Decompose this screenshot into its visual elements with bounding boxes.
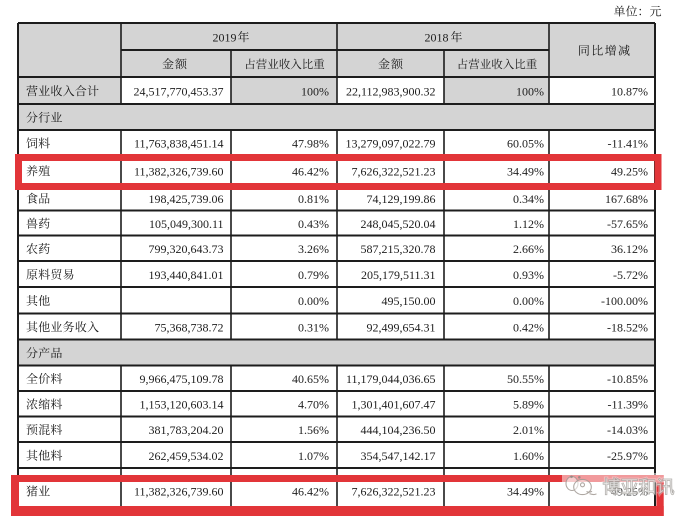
svg-text:193,440,841.01: 193,440,841.01 <box>149 268 224 282</box>
svg-text:0.42%: 0.42% <box>513 320 544 334</box>
svg-text:40.65%: 40.65% <box>292 372 329 386</box>
svg-text:587,215,320.78: 587,215,320.78 <box>361 242 436 256</box>
svg-text:75,368,738.72: 75,368,738.72 <box>155 320 224 334</box>
svg-text:2019: 2019 <box>213 30 237 44</box>
svg-text:4.70%: 4.70% <box>298 398 329 412</box>
svg-text:799,320,643.73: 799,320,643.73 <box>149 242 224 256</box>
svg-text:46.42%: 46.42% <box>292 485 329 499</box>
svg-text:0.00%: 0.00% <box>513 294 544 308</box>
svg-text:-5.72%: -5.72% <box>613 268 648 282</box>
svg-text:0.43%: 0.43% <box>298 217 329 231</box>
svg-text:7,626,322,521.23: 7,626,322,521.23 <box>352 485 436 499</box>
svg-text:36.12%: 36.12% <box>611 242 648 256</box>
svg-text:11,763,838,451.14: 11,763,838,451.14 <box>134 137 224 151</box>
svg-text:1.60%: 1.60% <box>513 449 544 463</box>
svg-text:262,459,534.02: 262,459,534.02 <box>149 449 224 463</box>
svg-text:34.49%: 34.49% <box>507 164 544 178</box>
svg-text:-25.97%: -25.97% <box>607 449 648 463</box>
svg-text:-57.65%: -57.65% <box>607 217 648 231</box>
svg-text:381,783,204.20: 381,783,204.20 <box>149 423 224 437</box>
svg-text:-11.39%: -11.39% <box>607 398 648 412</box>
svg-text:11,179,044,036.65: 11,179,044,036.65 <box>346 372 436 386</box>
svg-text:100%: 100% <box>301 84 329 98</box>
svg-text:1,301,401,607.47: 1,301,401,607.47 <box>352 398 436 412</box>
svg-text:0.34%: 0.34% <box>513 192 544 206</box>
svg-text:92,499,654.31: 92,499,654.31 <box>367 320 436 334</box>
svg-text:105,049,300.11: 105,049,300.11 <box>149 217 224 231</box>
svg-text:0.93%: 0.93% <box>513 268 544 282</box>
svg-text:46.42%: 46.42% <box>292 164 329 178</box>
svg-text:0.79%: 0.79% <box>298 268 329 282</box>
svg-text:0.00%: 0.00% <box>298 294 329 308</box>
svg-text:47.98%: 47.98% <box>292 137 329 151</box>
svg-text:11,382,326,739.60: 11,382,326,739.60 <box>134 485 224 499</box>
svg-text:0.81%: 0.81% <box>298 192 329 206</box>
svg-text:495,150.00: 495,150.00 <box>382 294 436 308</box>
svg-text:10.87%: 10.87% <box>611 84 648 98</box>
svg-text:1.12%: 1.12% <box>513 217 544 231</box>
svg-text:1.07%: 1.07% <box>298 449 329 463</box>
svg-text:50.55%: 50.55% <box>507 372 544 386</box>
svg-text:9,966,475,109.78: 9,966,475,109.78 <box>140 372 224 386</box>
svg-text:167.68%: 167.68% <box>605 192 648 206</box>
svg-text:24,517,770,453.37: 24,517,770,453.37 <box>134 84 224 98</box>
svg-text:248,045,520.04: 248,045,520.04 <box>361 217 436 231</box>
svg-text:444,104,236.50: 444,104,236.50 <box>361 423 436 437</box>
svg-text:0.31%: 0.31% <box>298 320 329 334</box>
svg-text:34.49%: 34.49% <box>507 485 544 499</box>
svg-text:5.89%: 5.89% <box>513 398 544 412</box>
svg-text:-100.00%: -100.00% <box>601 294 648 308</box>
svg-text:-10.85%: -10.85% <box>607 372 648 386</box>
svg-text:205,179,511.31: 205,179,511.31 <box>361 268 436 282</box>
svg-text:100%: 100% <box>516 84 544 98</box>
svg-text:-18.52%: -18.52% <box>607 320 648 334</box>
svg-text:13,279,097,022.79: 13,279,097,022.79 <box>346 137 436 151</box>
svg-text:74,129,199.86: 74,129,199.86 <box>367 192 436 206</box>
svg-text:49.25%: 49.25% <box>611 164 648 178</box>
svg-text:1,153,120,603.14: 1,153,120,603.14 <box>140 398 224 412</box>
svg-text:198,425,739.06: 198,425,739.06 <box>149 192 224 206</box>
svg-text:3.26%: 3.26% <box>298 242 329 256</box>
svg-text:22,112,983,900.32: 22,112,983,900.32 <box>346 84 436 98</box>
svg-text:11,382,326,739.60: 11,382,326,739.60 <box>134 164 224 178</box>
svg-text:60.05%: 60.05% <box>507 137 544 151</box>
svg-text:7,626,322,521.23: 7,626,322,521.23 <box>352 164 436 178</box>
svg-text:1.56%: 1.56% <box>298 423 329 437</box>
svg-text:2.01%: 2.01% <box>513 423 544 437</box>
svg-text:-14.03%: -14.03% <box>607 423 648 437</box>
svg-text:2.66%: 2.66% <box>513 242 544 256</box>
svg-text:354,547,142.17: 354,547,142.17 <box>361 449 436 463</box>
svg-text:2018: 2018 <box>425 30 449 44</box>
svg-text:-11.41%: -11.41% <box>607 137 648 151</box>
